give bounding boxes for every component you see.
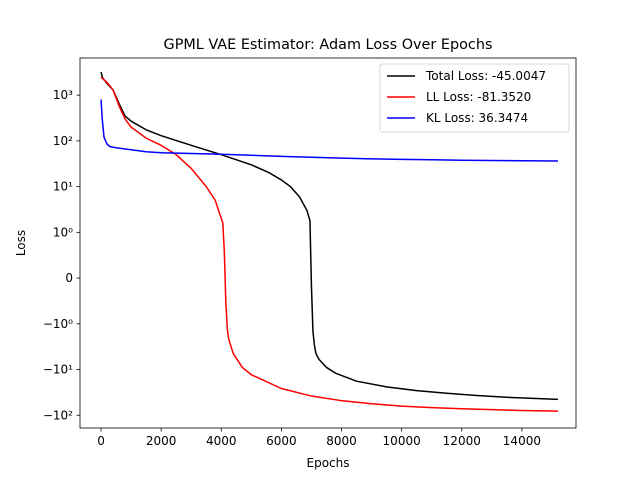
legend: Total Loss: -45.0047 LL Loss: -81.3520 KL… — [379, 63, 570, 133]
y-tick-label: 10² — [53, 134, 73, 148]
legend-entry-0: Total Loss: -45.0047 — [425, 69, 546, 83]
x-axis-label: Epochs — [307, 456, 350, 470]
legend-entry-1: LL Loss: -81.3520 — [426, 90, 531, 104]
plot-frame — [79, 57, 577, 429]
series-line-1 — [100, 76, 558, 412]
legend-entry-2: KL Loss: 36.3474 — [426, 111, 528, 125]
x-tick-label: 0 — [97, 434, 105, 448]
y-tick-label: −10² — [43, 408, 73, 422]
x-tick-label: 2000 — [146, 434, 177, 448]
x-axis: 0 2000 4000 6000 8000 10000 12000 14000 — [97, 428, 541, 448]
y-axis-label: Loss — [14, 230, 28, 256]
y-axis: 10³ 10² 10¹ 10⁰ 0 −10⁰ −10¹ −10² — [43, 88, 80, 422]
series-line-2 — [100, 99, 558, 162]
x-tick-label: 4000 — [206, 434, 237, 448]
y-tick-label: 0 — [65, 271, 73, 285]
chart-title: GPML VAE Estimator: Adam Loss Over Epoch… — [164, 37, 493, 53]
y-tick-label: −10⁰ — [43, 317, 73, 331]
y-tick-label: 10⁰ — [53, 225, 73, 239]
x-tick-label: 12000 — [443, 434, 481, 448]
plot-lines — [100, 71, 558, 412]
y-tick-label: 10³ — [53, 88, 73, 102]
series-line-0 — [100, 71, 558, 401]
x-tick-label: 6000 — [266, 434, 297, 448]
x-tick-label: 14000 — [503, 434, 541, 448]
x-tick-label: 8000 — [326, 434, 357, 448]
x-tick-label: 10000 — [383, 434, 421, 448]
y-tick-label: −10¹ — [43, 363, 73, 377]
y-tick-label: 10¹ — [53, 180, 73, 194]
legend-box — [379, 63, 570, 133]
